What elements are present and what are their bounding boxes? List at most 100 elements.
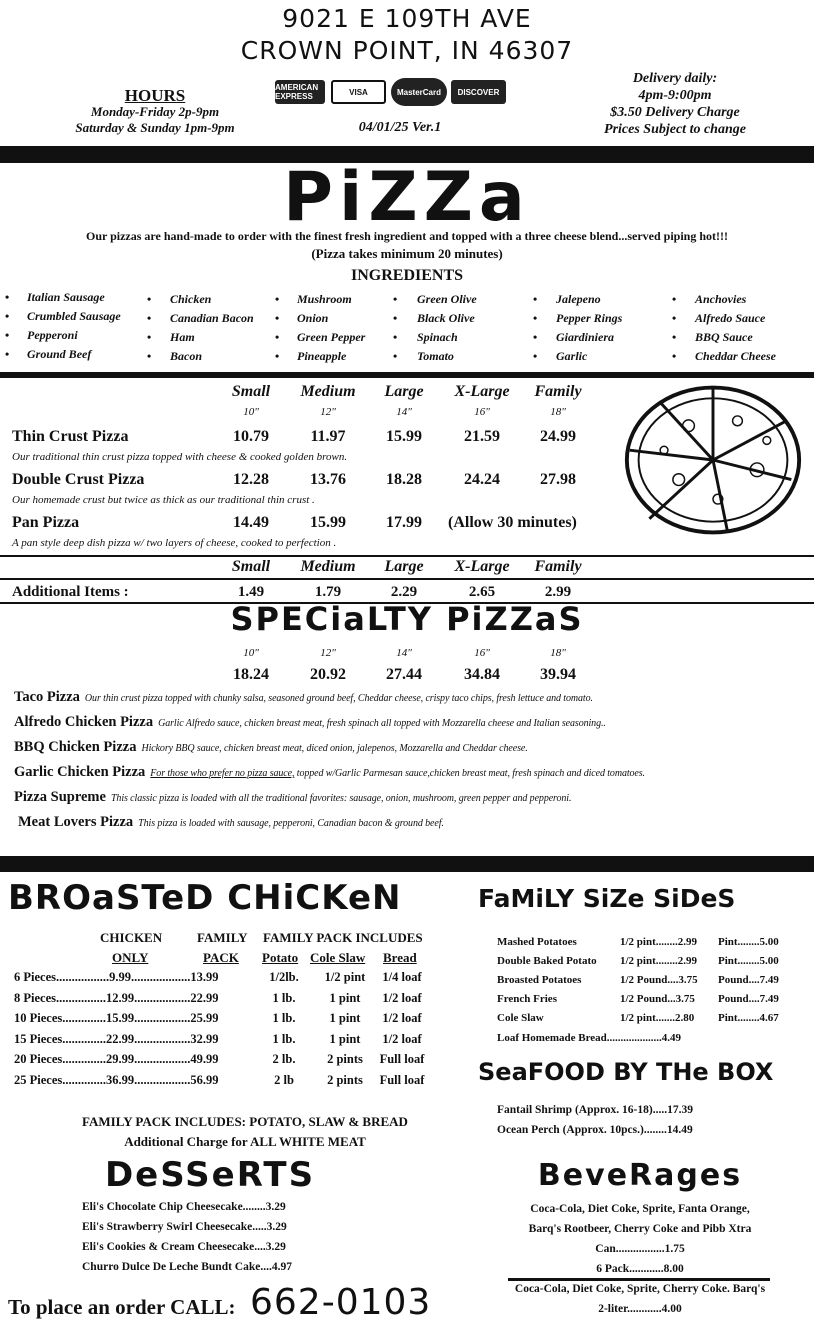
ingredient-item: Italian Sausage bbox=[27, 290, 105, 304]
ingredient-item: Jalepeno bbox=[556, 292, 601, 306]
family-pack-item: 2 lb. bbox=[272, 1052, 296, 1066]
specialty-item: Garlic Chicken Pizza For those who prefer… bbox=[14, 764, 806, 781]
hours-title: HOURS bbox=[124, 86, 186, 105]
family-pack-item: 1 pint bbox=[329, 1011, 361, 1025]
chicken-subheader: PACK bbox=[203, 950, 239, 965]
specialty-description-underlined: For those who prefer no pizza sauce, bbox=[150, 768, 295, 779]
ingredient-item: Chicken bbox=[170, 292, 212, 306]
ingredient-item: Cheddar Cheese bbox=[695, 349, 776, 363]
ingredient-item: Crumbled Sausage bbox=[27, 309, 121, 323]
ingredient-item: Pepper Rings bbox=[556, 311, 623, 325]
additional-price: 1.49 bbox=[237, 584, 265, 600]
pizza-time-note: (Pizza takes minimum 20 minutes) bbox=[311, 246, 503, 261]
side-full-price: Pint........4.67 bbox=[718, 1012, 779, 1024]
family-pack-item: 1 lb. bbox=[272, 1031, 296, 1046]
specialty-description: Hickory BBQ sauce, chicken breast meat, … bbox=[141, 743, 528, 754]
family-pack-item: 1 pint bbox=[329, 990, 361, 1005]
beverage-line: Barq's Rootbeer, Cherry Coke and Pibb Xt… bbox=[528, 1223, 752, 1235]
ingredient-item: Garlic bbox=[556, 349, 588, 363]
specialty-size-inches: 12" bbox=[320, 647, 336, 659]
ingredient-item: Alfredo Sauce bbox=[695, 311, 766, 325]
white-meat-note: Additional Charge for ALL WHITE MEAT bbox=[124, 1134, 366, 1149]
bullet-icon: • bbox=[5, 328, 10, 342]
pizza-price: 21.59 bbox=[464, 428, 500, 445]
pizza-price: 18.28 bbox=[386, 471, 422, 488]
specialty-description: This classic pizza is loaded with all th… bbox=[110, 793, 572, 804]
divider bbox=[0, 555, 814, 557]
broasted-chicken-title: BROaSTeD CHiCKeN bbox=[8, 878, 402, 918]
size-header: Medium bbox=[300, 383, 356, 400]
pizza-note: (Allow 30 minutes) bbox=[448, 514, 577, 531]
pizza-type-name: Double Crust Pizza bbox=[12, 471, 145, 488]
specialty-description: This pizza is loaded with sausage, peppe… bbox=[138, 818, 444, 829]
pizza-price: 24.99 bbox=[540, 428, 576, 445]
dessert-item: Eli's Chocolate Chip Cheesecake........3… bbox=[82, 1201, 286, 1213]
family-pack-item: Full loaf bbox=[379, 1052, 425, 1066]
size-header: Small bbox=[231, 383, 271, 400]
bullet-icon: • bbox=[672, 349, 677, 363]
hours-weekday: Monday-Friday 2p-9pm bbox=[90, 104, 220, 119]
specialty-title: SPECiaLTY PiZZaS bbox=[230, 600, 584, 638]
specialty-size-inches: 10" bbox=[243, 647, 259, 659]
size-header: Family bbox=[534, 558, 582, 575]
delivery-info: Delivery daily: 4pm-9:00pm $3.50 Deliver… bbox=[560, 70, 790, 138]
bullet-icon: • bbox=[672, 292, 677, 306]
ingredient-item: Anchovies bbox=[695, 292, 747, 306]
specialty-name: BBQ Chicken Pizza bbox=[14, 739, 137, 755]
pizza-price: 13.76 bbox=[310, 471, 346, 488]
ingredient-item: Green Pepper bbox=[297, 330, 366, 344]
size-header: Large bbox=[384, 383, 424, 400]
family-pack-item: 2 lb bbox=[274, 1072, 294, 1087]
address-line-1: 9021 E 109TH AVE bbox=[282, 4, 532, 33]
specialty-name: Garlic Chicken Pizza bbox=[14, 764, 146, 780]
ingredient-item: Bacon bbox=[170, 349, 203, 363]
bullet-icon: • bbox=[5, 347, 10, 361]
bullet-icon: • bbox=[147, 349, 152, 363]
chicken-header: FAMILY PACK INCLUDES bbox=[263, 930, 423, 945]
bullet-icon: • bbox=[533, 330, 538, 344]
divider bbox=[508, 1278, 770, 1281]
bullet-icon: • bbox=[533, 292, 538, 306]
specialty-description: topped w/Garlic Parmesan sauce,chicken b… bbox=[294, 768, 645, 779]
side-half-price: 1/2 Pound....3.75 bbox=[620, 974, 698, 986]
pizza-price: 27.98 bbox=[540, 471, 576, 488]
ingredient-item: Ham bbox=[170, 330, 195, 344]
size-header: X-Large bbox=[454, 558, 510, 575]
specialty-description: Our thin crust pizza topped with chunky … bbox=[84, 693, 593, 704]
bullet-icon: • bbox=[393, 311, 398, 325]
divider-bar bbox=[0, 856, 814, 872]
ingredient-item: Black Olive bbox=[417, 311, 475, 325]
bullet-icon: • bbox=[672, 311, 677, 325]
side-name: Double Baked Potato bbox=[497, 955, 597, 967]
delivery-line: Prices Subject to change bbox=[604, 122, 746, 137]
beverages-title: BeveRages bbox=[537, 1158, 743, 1193]
pizza-price: 24.24 bbox=[464, 471, 500, 488]
size-header: Small bbox=[231, 558, 271, 575]
ingredient-item: Pepperoni bbox=[27, 328, 78, 342]
phone-number[interactable]: 662-0103 bbox=[250, 1282, 432, 1323]
ingredient-item: BBQ Sauce bbox=[695, 330, 753, 344]
pizza-price: 14.49 bbox=[233, 514, 269, 531]
chicken-header: FAMILY bbox=[197, 930, 248, 945]
specialty-size-inches: 18" bbox=[550, 647, 566, 659]
size-header: Family bbox=[534, 383, 582, 400]
mastercard-logo: MasterCard bbox=[391, 78, 447, 106]
ingredients-title: INGREDIENTS bbox=[350, 267, 464, 284]
side-name: Mashed Potatoes bbox=[497, 936, 577, 948]
pizza-price: 17.99 bbox=[386, 514, 422, 531]
specialty-price: 20.92 bbox=[310, 666, 346, 683]
side-name: Cole Slaw bbox=[497, 1012, 544, 1024]
bullet-icon: • bbox=[533, 349, 538, 363]
specialty-price: 18.24 bbox=[233, 666, 269, 683]
specialty-name: Alfredo Chicken Pizza bbox=[14, 714, 154, 730]
pizza-type-name: Pan Pizza bbox=[12, 514, 80, 531]
bullet-icon: • bbox=[147, 311, 152, 325]
side-full-price: Pint........5.00 bbox=[718, 936, 779, 948]
bullet-icon: • bbox=[5, 290, 10, 304]
chicken-subheader: Cole Slaw bbox=[310, 950, 366, 965]
ingredient-item: Onion bbox=[297, 311, 329, 325]
chicken-subheader: ONLY bbox=[112, 950, 149, 965]
pizza-illustration bbox=[624, 385, 802, 535]
menu-version: 04/01/25 Ver.1 bbox=[358, 120, 442, 135]
bullet-icon: • bbox=[393, 349, 398, 363]
